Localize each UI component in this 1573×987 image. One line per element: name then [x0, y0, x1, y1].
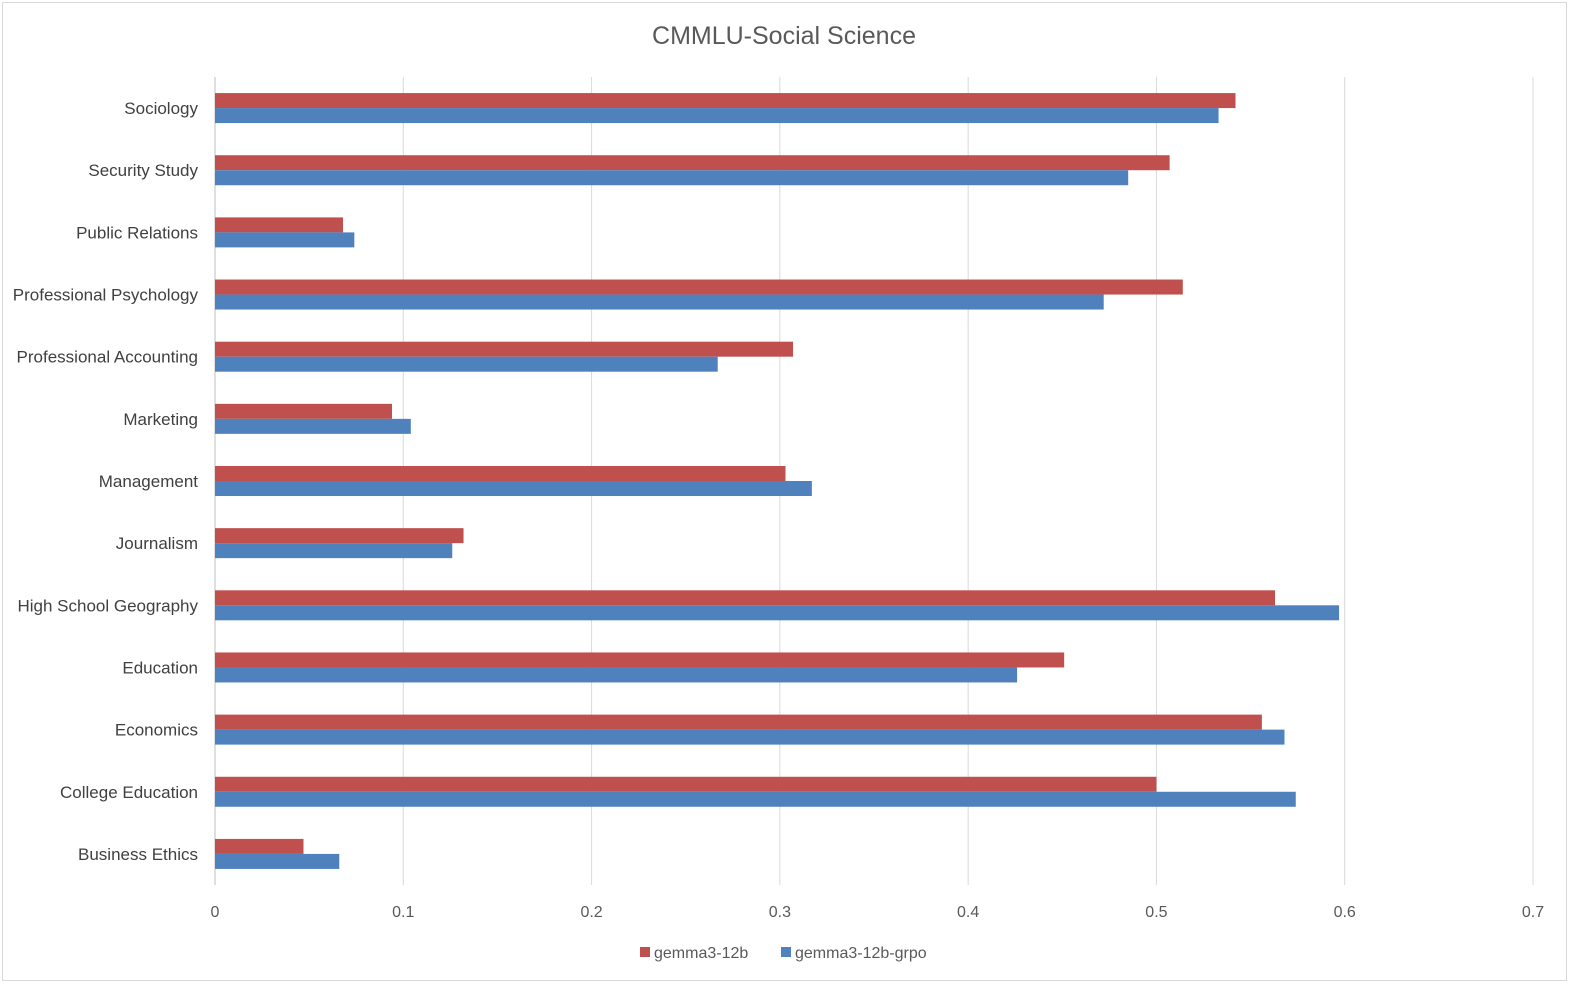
bar-gemma3-12b-grpo-high-school-geography — [215, 605, 1340, 621]
bar-gemma3-12b-grpo-management — [215, 481, 812, 496]
bar-gemma3-12b-college-education — [215, 776, 1157, 792]
bar-gemma3-12b-grpo-college-education — [215, 791, 1296, 807]
x-tick-label: 0 — [211, 904, 220, 921]
x-tick-label: 0.5 — [1145, 904, 1167, 921]
x-tick-label: 0.1 — [392, 904, 414, 921]
bar-gemma3-12b-education — [215, 652, 1065, 668]
bar-gemma3-12b-grpo-journalism — [215, 543, 453, 559]
category-label: Marketing — [123, 410, 198, 429]
category-label: High School Geography — [17, 596, 198, 615]
bar-gemma3-12b-grpo-sociology — [215, 108, 1219, 124]
x-tick-label: 0.2 — [580, 904, 602, 921]
category-label: College Education — [60, 783, 198, 802]
x-tick-label: 0.6 — [1334, 904, 1356, 921]
category-label: Security Study — [88, 161, 198, 180]
category-label: Business Ethics — [78, 845, 198, 864]
category-label: Management — [99, 472, 199, 491]
bar-gemma3-12b-business-ethics — [215, 838, 304, 854]
x-tick-label: 0.3 — [769, 904, 791, 921]
bar-gemma3-12b-management — [215, 466, 786, 481]
category-label: Education — [122, 658, 198, 677]
bar-gemma3-12b-public-relations — [215, 217, 344, 233]
bar-gemma3-12b-grpo-professional-psychology — [215, 294, 1104, 310]
category-labels: Sociology Security Study Public Relations P… — [13, 99, 199, 864]
bar-gemma3-12b-grpo-business-ethics — [215, 853, 340, 869]
category-label: Sociology — [124, 99, 198, 118]
category-label: Professional Accounting — [17, 348, 198, 367]
legend-swatch — [781, 947, 791, 957]
x-tick-labels: 0 0.1 0.2 0.3 0.4 0.5 0.6 0.7 — [211, 904, 1545, 921]
category-label: Journalism — [116, 534, 198, 553]
category-label: Professional Psychology — [13, 286, 199, 305]
bars — [215, 93, 1340, 869]
legend-swatch — [640, 947, 650, 957]
bar-gemma3-12b-sociology — [215, 93, 1236, 109]
category-label: Economics — [115, 721, 198, 740]
grid-lines — [214, 77, 1534, 885]
legend: gemma3-12b gemma3-12b-grpo — [640, 945, 927, 962]
x-tick-label: 0.7 — [1522, 904, 1544, 921]
category-label: Public Relations — [76, 223, 198, 242]
bar-gemma3-12b-security-study — [215, 155, 1170, 171]
bar-gemma3-12b-grpo-public-relations — [215, 232, 355, 248]
bar-gemma3-12b-grpo-education — [215, 667, 1018, 683]
bar-gemma3-12b-professional-accounting — [215, 341, 794, 357]
legend-label: gemma3-12b — [654, 945, 748, 962]
bar-gemma3-12b-grpo-economics — [215, 729, 1285, 745]
bar-gemma3-12b-economics — [215, 714, 1262, 730]
legend-label: gemma3-12b-grpo — [795, 945, 927, 962]
bar-gemma3-12b-journalism — [215, 528, 464, 544]
bar-gemma3-12b-marketing — [215, 403, 392, 419]
bar-gemma3-12b-grpo-marketing — [215, 418, 411, 434]
bar-gemma3-12b-high-school-geography — [215, 590, 1276, 606]
x-tick-label: 0.4 — [957, 904, 979, 921]
bar-gemma3-12b-grpo-professional-accounting — [215, 356, 718, 372]
chart-title: CMMLU-Social Science — [652, 22, 916, 50]
bar-gemma3-12b-professional-psychology — [215, 279, 1183, 295]
bar-gemma3-12b-grpo-security-study — [215, 170, 1129, 186]
